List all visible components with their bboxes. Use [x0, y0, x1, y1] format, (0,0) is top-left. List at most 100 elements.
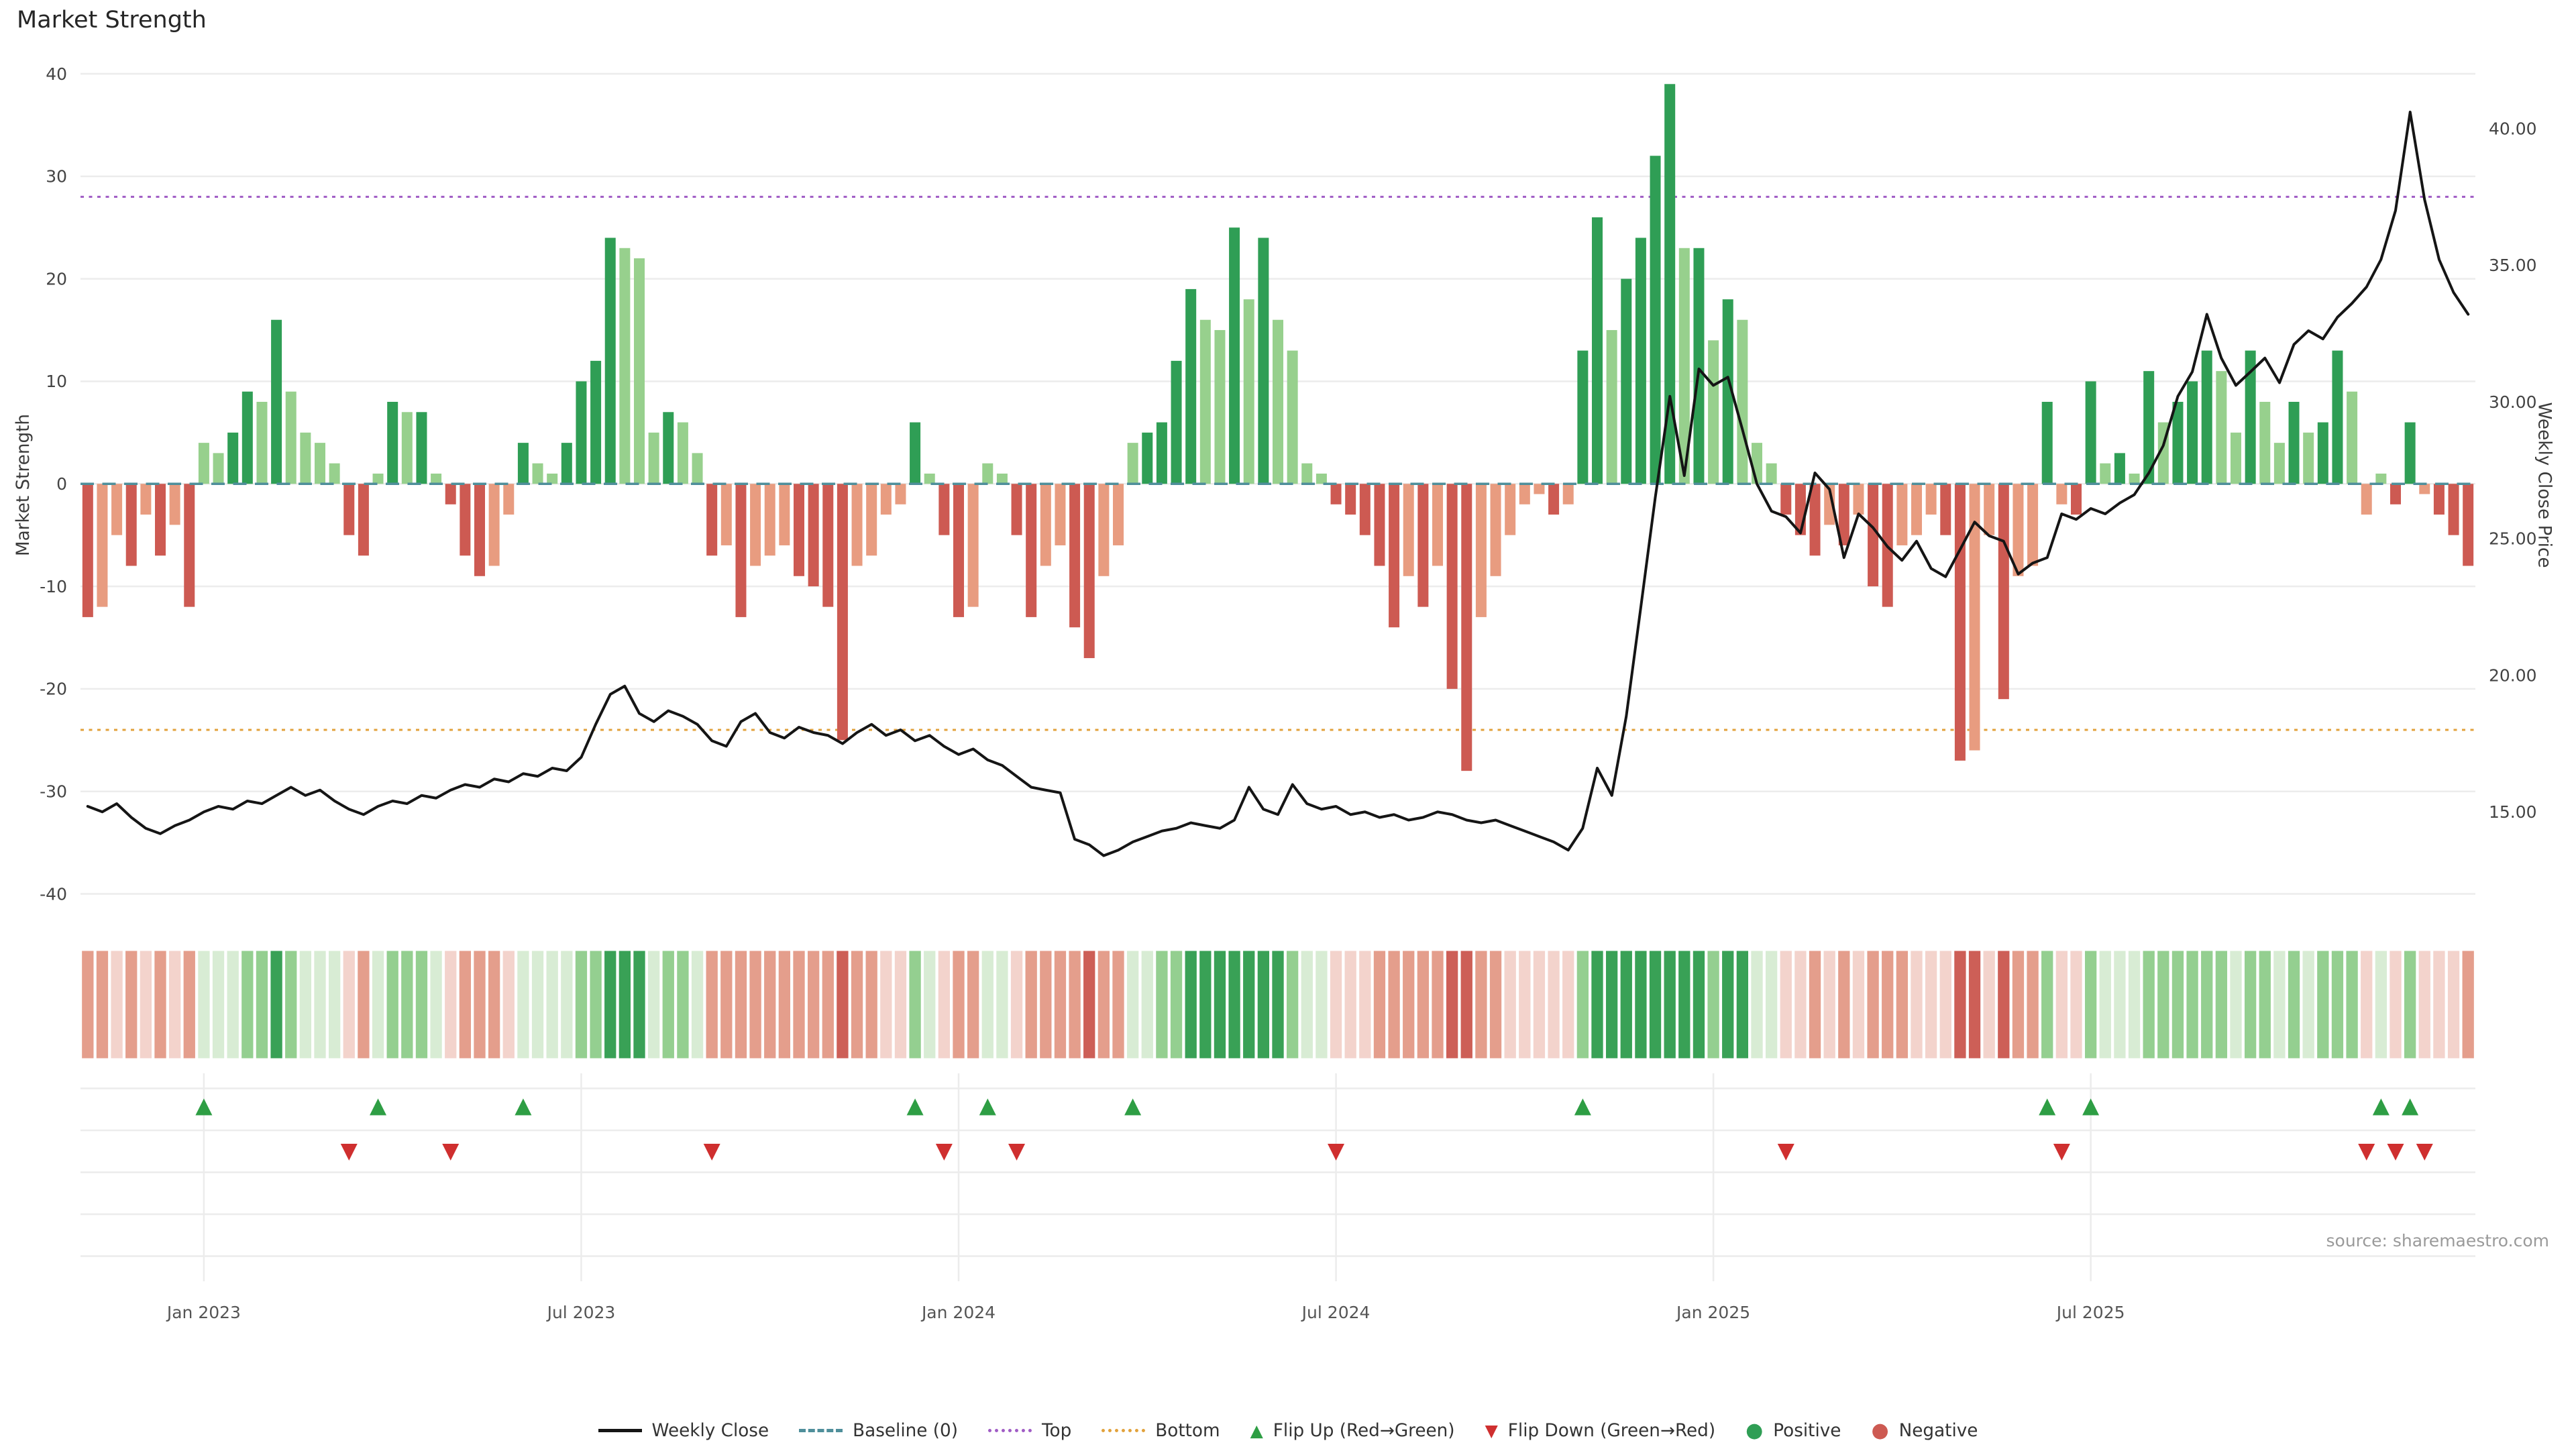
strength-bar	[764, 484, 775, 556]
negative-dot-icon: ●	[1871, 1418, 1889, 1442]
heatmap-cell	[401, 951, 413, 1059]
heatmap-cell	[96, 951, 109, 1059]
strength-bar	[358, 484, 369, 556]
heatmap-cell	[430, 951, 442, 1059]
strength-bar	[633, 258, 645, 484]
strength-bar	[1548, 484, 1560, 515]
heatmap-cell	[1156, 951, 1168, 1059]
strength-bar	[300, 432, 311, 484]
strength-bar	[561, 443, 572, 484]
strength-bar	[2012, 484, 2024, 576]
heatmap-cell	[822, 951, 834, 1059]
heatmap-cell	[2143, 951, 2155, 1059]
heatmap-cell	[198, 951, 210, 1059]
heatmap-cell	[1040, 951, 1052, 1059]
heatmap-cell	[1504, 951, 1516, 1059]
strength-bar	[2375, 473, 2387, 484]
strength-bar	[793, 484, 805, 576]
left-axis-tick: 0	[56, 474, 67, 494]
heatmap-cell	[880, 951, 892, 1059]
left-axis-tick: -30	[40, 782, 67, 801]
right-axis-tick: 35.00	[2489, 256, 2537, 275]
strength-bar	[1490, 484, 1501, 576]
heatmap-cell	[2157, 951, 2169, 1059]
strength-bar	[2027, 484, 2039, 566]
left-axis-tick: 40	[46, 64, 67, 84]
heatmap-cell	[996, 951, 1008, 1059]
strength-bar	[1475, 484, 1487, 617]
right-axis-tick: 20.00	[2489, 665, 2537, 685]
strength-bar	[343, 484, 355, 535]
flip-down-icon	[2053, 1144, 2070, 1161]
weekly-close-line-icon	[598, 1429, 642, 1432]
legend-item-top: Top	[987, 1421, 1071, 1441]
heatmap-cell	[1867, 951, 1879, 1059]
strength-bar	[851, 484, 863, 566]
heatmap-cell	[1911, 951, 1923, 1059]
heatmap-cell	[561, 951, 573, 1059]
heatmap-cell	[2447, 951, 2460, 1059]
strength-bar	[1287, 350, 1298, 484]
strength-bar	[2448, 484, 2459, 535]
strength-bar	[1722, 299, 1733, 484]
heatmap-cell	[1388, 951, 1400, 1059]
heatmap-cell	[154, 951, 166, 1059]
strength-bar	[576, 381, 587, 484]
strength-bar	[967, 484, 979, 607]
strength-bar	[866, 484, 877, 556]
strength-bar	[2361, 484, 2372, 515]
strength-bar	[1824, 484, 1835, 525]
heatmap-cell	[778, 951, 791, 1059]
flip-up-icon	[1124, 1098, 1142, 1116]
strength-bar	[1664, 84, 1676, 484]
heatmap-cell	[807, 951, 820, 1059]
strength-bar	[2230, 432, 2242, 484]
strength-bar	[822, 484, 834, 607]
heatmap-cell	[953, 951, 965, 1059]
flip-down-icon	[2387, 1144, 2404, 1161]
heatmap-cell	[1010, 951, 1023, 1059]
heatmap-cell	[140, 951, 152, 1059]
heatmap-cell	[1126, 951, 1139, 1059]
market-strength-chart: -40 -30 -20 -10 0 10 20 30 40 15.00 20.00 25.00 30.0…	[40, 64, 2537, 1322]
strength-bar	[1301, 463, 1313, 484]
strength-bar	[590, 360, 602, 484]
bottom-line-icon	[1102, 1429, 1146, 1432]
heatmap-cell	[2317, 951, 2329, 1059]
heatmap-cell	[1838, 951, 1850, 1059]
left-axis-ticks: -40 -30 -20 -10 0 10 20 30 40	[40, 64, 67, 904]
flip-down-icon	[935, 1144, 953, 1161]
heatmap-cell	[1301, 951, 1313, 1059]
heatmap-cell	[604, 951, 616, 1059]
strength-bar	[2332, 350, 2343, 484]
heatmap-cell	[1925, 951, 1937, 1059]
strength-bar	[401, 412, 413, 484]
strength-bar	[720, 484, 732, 545]
right-axis-tick: 25.00	[2489, 529, 2537, 549]
flip-down-icon	[442, 1144, 460, 1161]
heatmap-cell	[474, 951, 486, 1059]
heatmap-cell	[212, 951, 225, 1059]
positive-dot-icon: ●	[1746, 1418, 1764, 1442]
flip-down-icon: ▼	[1485, 1421, 1498, 1440]
heatmap-cell	[1025, 951, 1037, 1059]
strength-bar	[1446, 484, 1458, 689]
strength-bar	[125, 484, 137, 566]
strength-bar	[2347, 391, 2358, 484]
heatmap-cell	[2361, 951, 2373, 1059]
heatmap-cell	[1097, 951, 1110, 1059]
strength-bar	[2187, 381, 2198, 484]
strength-bar	[663, 412, 674, 484]
heatmap-cell	[1765, 951, 1778, 1059]
legend-item-negative: ● Negative	[1871, 1418, 1978, 1442]
heatmap-cell	[1519, 951, 1531, 1059]
strength-bar	[1809, 484, 1821, 556]
heatmap-cell	[1678, 951, 1690, 1059]
strength-bar	[474, 484, 486, 576]
heatmap-cell	[1809, 951, 1821, 1059]
heatmap-cell	[2201, 951, 2213, 1059]
heatmap-cell	[2418, 951, 2430, 1059]
heatmap-cell	[1998, 951, 2010, 1059]
strength-bar	[1432, 484, 1444, 566]
